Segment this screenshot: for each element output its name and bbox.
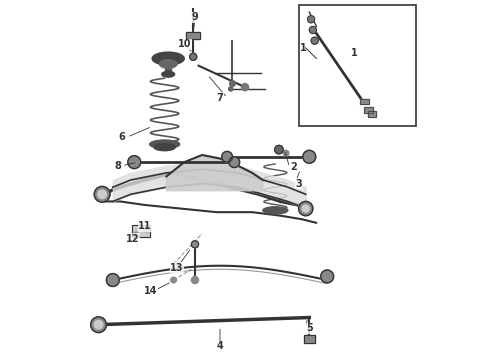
Circle shape bbox=[171, 277, 176, 283]
Text: 12: 12 bbox=[126, 234, 139, 244]
Bar bbox=[360, 99, 369, 104]
Circle shape bbox=[321, 270, 334, 283]
Circle shape bbox=[192, 276, 198, 284]
Circle shape bbox=[91, 317, 106, 333]
Circle shape bbox=[192, 241, 198, 248]
Bar bbox=[132, 225, 150, 237]
Circle shape bbox=[94, 320, 103, 329]
Text: 3: 3 bbox=[295, 179, 302, 189]
Ellipse shape bbox=[152, 52, 184, 65]
Text: 9: 9 bbox=[192, 13, 198, 22]
Circle shape bbox=[308, 16, 315, 23]
Ellipse shape bbox=[159, 60, 177, 68]
Bar bbox=[360, 99, 369, 104]
Text: 5: 5 bbox=[306, 323, 313, 333]
Circle shape bbox=[134, 232, 139, 237]
Circle shape bbox=[303, 150, 316, 163]
Circle shape bbox=[309, 26, 317, 33]
Ellipse shape bbox=[149, 140, 180, 149]
Text: 11: 11 bbox=[138, 221, 152, 231]
Circle shape bbox=[134, 235, 138, 239]
Ellipse shape bbox=[154, 144, 175, 151]
Circle shape bbox=[242, 84, 248, 91]
Bar bbox=[165, 68, 172, 74]
Text: 10: 10 bbox=[177, 39, 191, 49]
Bar bbox=[304, 336, 315, 342]
Circle shape bbox=[230, 81, 235, 86]
Ellipse shape bbox=[162, 71, 174, 77]
Text: 1: 1 bbox=[300, 43, 307, 53]
Text: 1: 1 bbox=[350, 48, 357, 58]
Bar bbox=[304, 336, 315, 342]
Bar bbox=[368, 111, 376, 117]
Circle shape bbox=[298, 202, 313, 216]
Circle shape bbox=[128, 156, 141, 168]
Circle shape bbox=[94, 186, 110, 202]
Bar bbox=[132, 225, 150, 237]
Circle shape bbox=[302, 205, 309, 212]
Text: 6: 6 bbox=[119, 132, 125, 142]
Circle shape bbox=[144, 227, 149, 232]
Circle shape bbox=[311, 37, 318, 44]
Text: 4: 4 bbox=[217, 341, 223, 351]
Text: 8: 8 bbox=[115, 161, 122, 171]
Bar bbox=[368, 111, 376, 117]
Text: 7: 7 bbox=[217, 93, 223, 103]
Circle shape bbox=[222, 152, 232, 162]
Polygon shape bbox=[167, 155, 263, 191]
Circle shape bbox=[229, 157, 240, 167]
Bar bbox=[186, 32, 200, 39]
Circle shape bbox=[190, 53, 197, 60]
Bar bbox=[186, 32, 200, 39]
Bar bbox=[364, 108, 372, 113]
Circle shape bbox=[106, 274, 119, 287]
Circle shape bbox=[275, 145, 283, 154]
Circle shape bbox=[98, 190, 106, 199]
Bar bbox=[364, 108, 372, 113]
Circle shape bbox=[228, 87, 233, 91]
Ellipse shape bbox=[263, 207, 288, 214]
Text: 13: 13 bbox=[171, 262, 184, 273]
FancyBboxPatch shape bbox=[298, 5, 416, 126]
Text: 2: 2 bbox=[290, 162, 296, 172]
Text: 14: 14 bbox=[144, 286, 157, 296]
Circle shape bbox=[283, 150, 289, 156]
